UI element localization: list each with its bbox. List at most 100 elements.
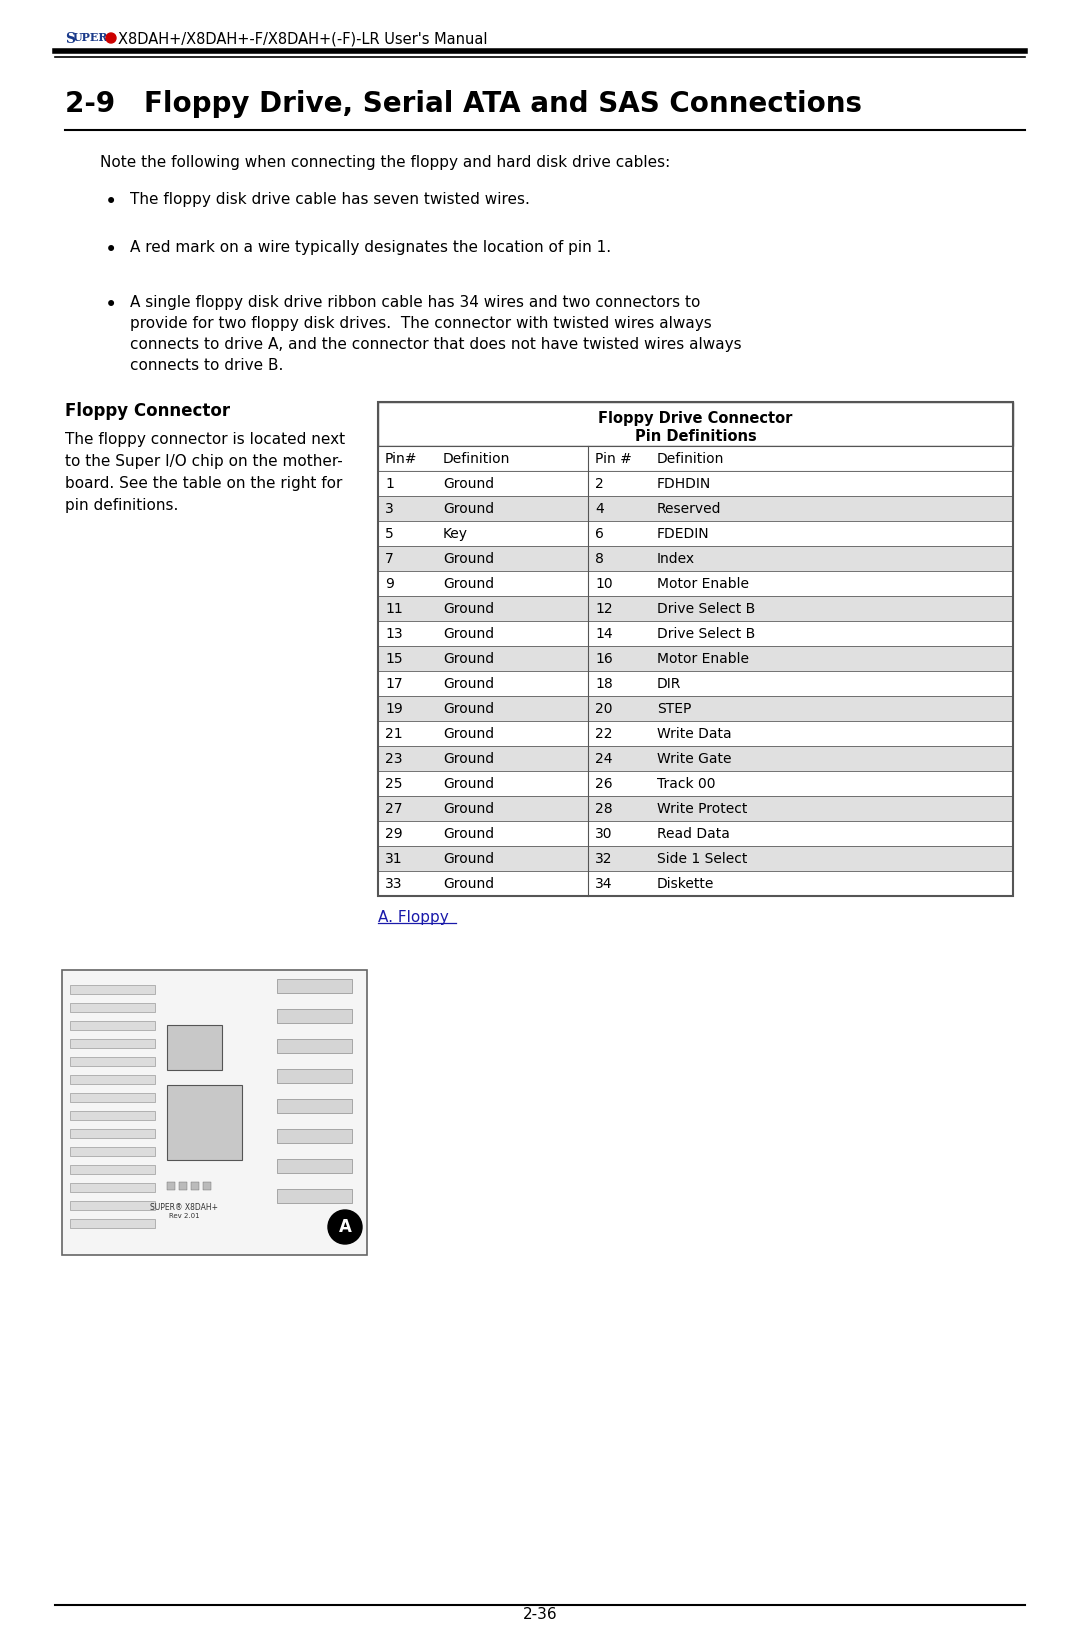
Text: 14: 14 — [595, 627, 612, 640]
Text: •: • — [105, 239, 118, 261]
Text: 10: 10 — [595, 578, 612, 591]
FancyBboxPatch shape — [70, 985, 156, 993]
FancyBboxPatch shape — [179, 1181, 187, 1190]
Text: The floppy connector is located next: The floppy connector is located next — [65, 432, 346, 447]
FancyBboxPatch shape — [70, 1058, 156, 1066]
Text: 4: 4 — [595, 502, 604, 516]
FancyBboxPatch shape — [167, 1181, 175, 1190]
Text: The floppy disk drive cable has seven twisted wires.: The floppy disk drive cable has seven tw… — [130, 191, 530, 206]
FancyBboxPatch shape — [378, 571, 1013, 596]
Text: Ground: Ground — [443, 827, 495, 842]
FancyBboxPatch shape — [70, 1040, 156, 1048]
FancyBboxPatch shape — [203, 1181, 211, 1190]
Text: Definition: Definition — [657, 452, 725, 465]
FancyBboxPatch shape — [378, 470, 1013, 497]
FancyBboxPatch shape — [378, 546, 1013, 571]
Text: Pin#: Pin# — [384, 452, 418, 465]
FancyBboxPatch shape — [276, 1069, 352, 1082]
Text: 7: 7 — [384, 553, 394, 566]
FancyBboxPatch shape — [70, 1003, 156, 1011]
FancyBboxPatch shape — [378, 620, 1013, 647]
Text: 2-9   Floppy Drive, Serial ATA and SAS Connections: 2-9 Floppy Drive, Serial ATA and SAS Con… — [65, 91, 862, 119]
Text: Write Protect: Write Protect — [657, 802, 747, 817]
Text: 1: 1 — [384, 477, 394, 492]
Text: Ground: Ground — [443, 701, 495, 716]
FancyBboxPatch shape — [378, 596, 1013, 620]
FancyBboxPatch shape — [378, 497, 1013, 521]
Text: 6: 6 — [595, 526, 604, 541]
Text: A single floppy disk drive ribbon cable has 34 wires and two connectors to: A single floppy disk drive ribbon cable … — [130, 295, 700, 310]
Text: Note the following when connecting the floppy and hard disk drive cables:: Note the following when connecting the f… — [100, 155, 671, 170]
Text: 30: 30 — [595, 827, 612, 842]
Text: •: • — [105, 295, 118, 315]
Text: S: S — [65, 31, 75, 46]
Text: 13: 13 — [384, 627, 403, 640]
FancyBboxPatch shape — [70, 1076, 156, 1084]
Text: 23: 23 — [384, 752, 403, 766]
FancyBboxPatch shape — [167, 1086, 242, 1160]
Text: Index: Index — [657, 553, 696, 566]
Text: to the Super I/O chip on the mother-: to the Super I/O chip on the mother- — [65, 454, 342, 469]
Text: provide for two floppy disk drives.  The connector with twisted wires always: provide for two floppy disk drives. The … — [130, 317, 712, 332]
Text: 31: 31 — [384, 851, 403, 866]
FancyBboxPatch shape — [276, 1099, 352, 1114]
Text: 9: 9 — [384, 578, 394, 591]
Text: Motor Enable: Motor Enable — [657, 578, 750, 591]
Text: 16: 16 — [595, 652, 612, 667]
FancyBboxPatch shape — [378, 446, 1013, 470]
Text: board. See the table on the right for: board. See the table on the right for — [65, 475, 342, 492]
FancyBboxPatch shape — [70, 1219, 156, 1228]
Text: A. Floppy: A. Floppy — [378, 911, 449, 926]
Text: 27: 27 — [384, 802, 403, 817]
Text: •: • — [105, 191, 118, 211]
FancyBboxPatch shape — [378, 696, 1013, 721]
Text: 18: 18 — [595, 676, 612, 691]
Circle shape — [106, 33, 116, 43]
FancyBboxPatch shape — [276, 978, 352, 993]
Text: STEP: STEP — [657, 701, 691, 716]
Text: 29: 29 — [384, 827, 403, 842]
Text: UPER: UPER — [73, 31, 108, 43]
FancyBboxPatch shape — [378, 521, 1013, 546]
Text: Ground: Ground — [443, 627, 495, 640]
Text: Ground: Ground — [443, 676, 495, 691]
Text: pin definitions.: pin definitions. — [65, 498, 178, 513]
Text: Ground: Ground — [443, 578, 495, 591]
Text: Reserved: Reserved — [657, 502, 721, 516]
Text: 24: 24 — [595, 752, 612, 766]
Text: 19: 19 — [384, 701, 403, 716]
Text: 33: 33 — [384, 878, 403, 891]
Text: DIR: DIR — [657, 676, 681, 691]
Text: 20: 20 — [595, 701, 612, 716]
Text: Pin Definitions: Pin Definitions — [635, 429, 756, 444]
Text: 22: 22 — [595, 728, 612, 741]
FancyBboxPatch shape — [70, 1147, 156, 1157]
Text: connects to drive B.: connects to drive B. — [130, 358, 283, 373]
Text: Pin #: Pin # — [595, 452, 632, 465]
Text: Side 1 Select: Side 1 Select — [657, 851, 747, 866]
FancyBboxPatch shape — [62, 970, 367, 1256]
Text: Ground: Ground — [443, 878, 495, 891]
FancyBboxPatch shape — [70, 1201, 156, 1209]
Text: Ground: Ground — [443, 602, 495, 615]
Text: Track 00: Track 00 — [657, 777, 715, 790]
FancyBboxPatch shape — [378, 746, 1013, 771]
Text: Read Data: Read Data — [657, 827, 730, 842]
Circle shape — [328, 1209, 362, 1244]
Text: 34: 34 — [595, 878, 612, 891]
Text: Ground: Ground — [443, 752, 495, 766]
FancyBboxPatch shape — [70, 1092, 156, 1102]
Text: Ground: Ground — [443, 802, 495, 817]
FancyBboxPatch shape — [378, 403, 1013, 446]
FancyBboxPatch shape — [70, 1165, 156, 1175]
Text: SUPER® X8DAH+: SUPER® X8DAH+ — [150, 1203, 218, 1213]
FancyBboxPatch shape — [276, 1010, 352, 1023]
Text: 17: 17 — [384, 676, 403, 691]
Text: 8: 8 — [595, 553, 604, 566]
FancyBboxPatch shape — [167, 1025, 222, 1069]
Text: Drive Select B: Drive Select B — [657, 602, 755, 615]
Text: connects to drive A, and the connector that does not have twisted wires always: connects to drive A, and the connector t… — [130, 337, 742, 351]
FancyBboxPatch shape — [378, 721, 1013, 746]
Text: 21: 21 — [384, 728, 403, 741]
Text: 3: 3 — [384, 502, 394, 516]
